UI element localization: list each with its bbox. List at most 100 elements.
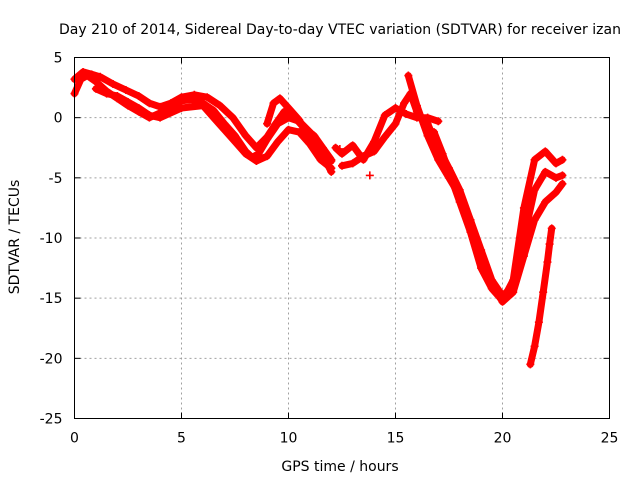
- series-5-point-4: [380, 132, 389, 141]
- x-tick-label-2: 10: [280, 431, 298, 447]
- series-2-point-4: [134, 104, 143, 113]
- series-0: [70, 71, 336, 176]
- series-2-point-16: [284, 125, 293, 134]
- series-10-point-0: [335, 144, 344, 153]
- series-2-point-2: [113, 92, 122, 101]
- y-axis-label: SDTVAR / TECUs: [7, 180, 23, 295]
- series-2-point-1: [102, 89, 111, 98]
- series-8-point-5: [477, 252, 486, 261]
- series-1-point-2: [87, 70, 96, 79]
- series-6-point-11: [541, 147, 550, 156]
- y-tick-label-3: -10: [40, 231, 63, 247]
- series-2-point-14: [263, 152, 272, 161]
- series-3-point-1: [269, 99, 278, 108]
- series-8-point-3: [455, 185, 464, 194]
- series-4-point-1: [338, 149, 346, 158]
- series-5-point-2: [359, 152, 368, 161]
- series-8-point-13: [558, 179, 567, 188]
- series-5-point-6: [400, 99, 409, 108]
- series-1-point-5: [121, 85, 130, 94]
- series-1-point-4: [109, 79, 118, 88]
- series-7-point-15: [558, 171, 567, 180]
- series-10-point-1: [365, 171, 374, 180]
- series-6-point-9: [519, 203, 528, 212]
- series-6-point-13: [558, 155, 567, 164]
- series-4-point-4: [370, 137, 379, 146]
- series-1-point-9: [166, 99, 175, 108]
- series-1-point-7: [145, 99, 154, 108]
- series-8-trace: [424, 120, 566, 306]
- series-3-point-4: [295, 116, 304, 125]
- series-7-point-1: [412, 101, 421, 110]
- series-9-point-4: [543, 258, 552, 267]
- series-1-point-11: [190, 90, 199, 99]
- series-7-point-14: [552, 173, 560, 182]
- series-9-point-5: [545, 240, 554, 249]
- y-tick-label-2: -5: [49, 171, 63, 187]
- x-tick-label-5: 25: [601, 431, 619, 447]
- series-1-point-18: [271, 119, 280, 128]
- series-1-point-13: [216, 101, 225, 110]
- series-7-point-13: [541, 167, 550, 176]
- axis-ticks: 0 5 10 15 20 25 5 0 -5 -10 -15 -20 -25: [40, 51, 619, 447]
- series-3-point-6: [312, 142, 321, 151]
- series-9-trace: [526, 224, 556, 368]
- series-7-point-0: [404, 71, 413, 80]
- series-2-point-6: [156, 113, 165, 122]
- series-8-point-1: [434, 143, 443, 152]
- series-8-point-9: [519, 252, 528, 261]
- series-1-point-14: [228, 113, 237, 122]
- series-0-trace: [71, 72, 335, 176]
- series-2-point-10: [220, 125, 229, 134]
- series-2-point-8: [198, 101, 207, 110]
- series-8: [423, 119, 567, 306]
- series-2-point-15: [273, 137, 282, 146]
- series-8-point-4: [466, 215, 475, 224]
- series-3-point-7: [318, 152, 327, 161]
- series-10: [335, 144, 374, 180]
- series-4-point-2: [348, 141, 357, 150]
- series-9: [526, 224, 556, 369]
- x-tick-label-4: 20: [494, 431, 512, 447]
- series-8-point-12: [552, 188, 560, 197]
- chart-title: Day 210 of 2014, Sidereal Day-to-day VTE…: [59, 22, 621, 38]
- series-1-point-6: [134, 92, 143, 101]
- series-4-point-5: [380, 111, 389, 120]
- y-tick-label-0: 5: [54, 51, 63, 67]
- x-tick-label-1: 5: [177, 431, 186, 447]
- y-tick-label-4: -15: [40, 291, 63, 307]
- series-4-point-0: [331, 143, 340, 152]
- series-1-point-10: [177, 93, 186, 102]
- y-tick-label-1: 0: [54, 111, 63, 127]
- series-9-point-6: [547, 224, 556, 233]
- x-tick-label-0: 0: [70, 431, 79, 447]
- series-2-point-20: [327, 164, 336, 173]
- y-tick-label-6: -25: [40, 412, 63, 428]
- series-2-point-17: [295, 128, 304, 137]
- series-9-point-3: [539, 288, 548, 297]
- series-1-point-8: [156, 102, 165, 111]
- series-3-point-3: [284, 104, 293, 113]
- series-1-point-12: [203, 93, 212, 102]
- series-2-point-11: [231, 137, 239, 146]
- series-4-point-6: [391, 104, 400, 113]
- series-1-point-19: [280, 107, 289, 116]
- x-axis-label: GPS time / hours: [281, 459, 398, 475]
- series-6-point-10: [530, 155, 539, 164]
- series-8-point-8: [509, 288, 518, 297]
- series-3-point-0: [263, 119, 272, 128]
- series-5-point-1: [348, 159, 357, 168]
- series-5-point-0: [338, 161, 346, 170]
- series-1-point-16: [252, 143, 261, 152]
- series-6-point-12: [552, 159, 560, 168]
- series-3-point-5: [305, 135, 314, 144]
- series-4-point-7: [402, 110, 411, 119]
- series-5-point-5: [391, 119, 400, 128]
- y-tick-label-5: -20: [40, 351, 63, 367]
- series-2-point-3: [124, 98, 132, 107]
- series-1-point-3: [96, 72, 105, 81]
- x-tick-label-3: 15: [387, 431, 405, 447]
- data-points: [70, 67, 567, 369]
